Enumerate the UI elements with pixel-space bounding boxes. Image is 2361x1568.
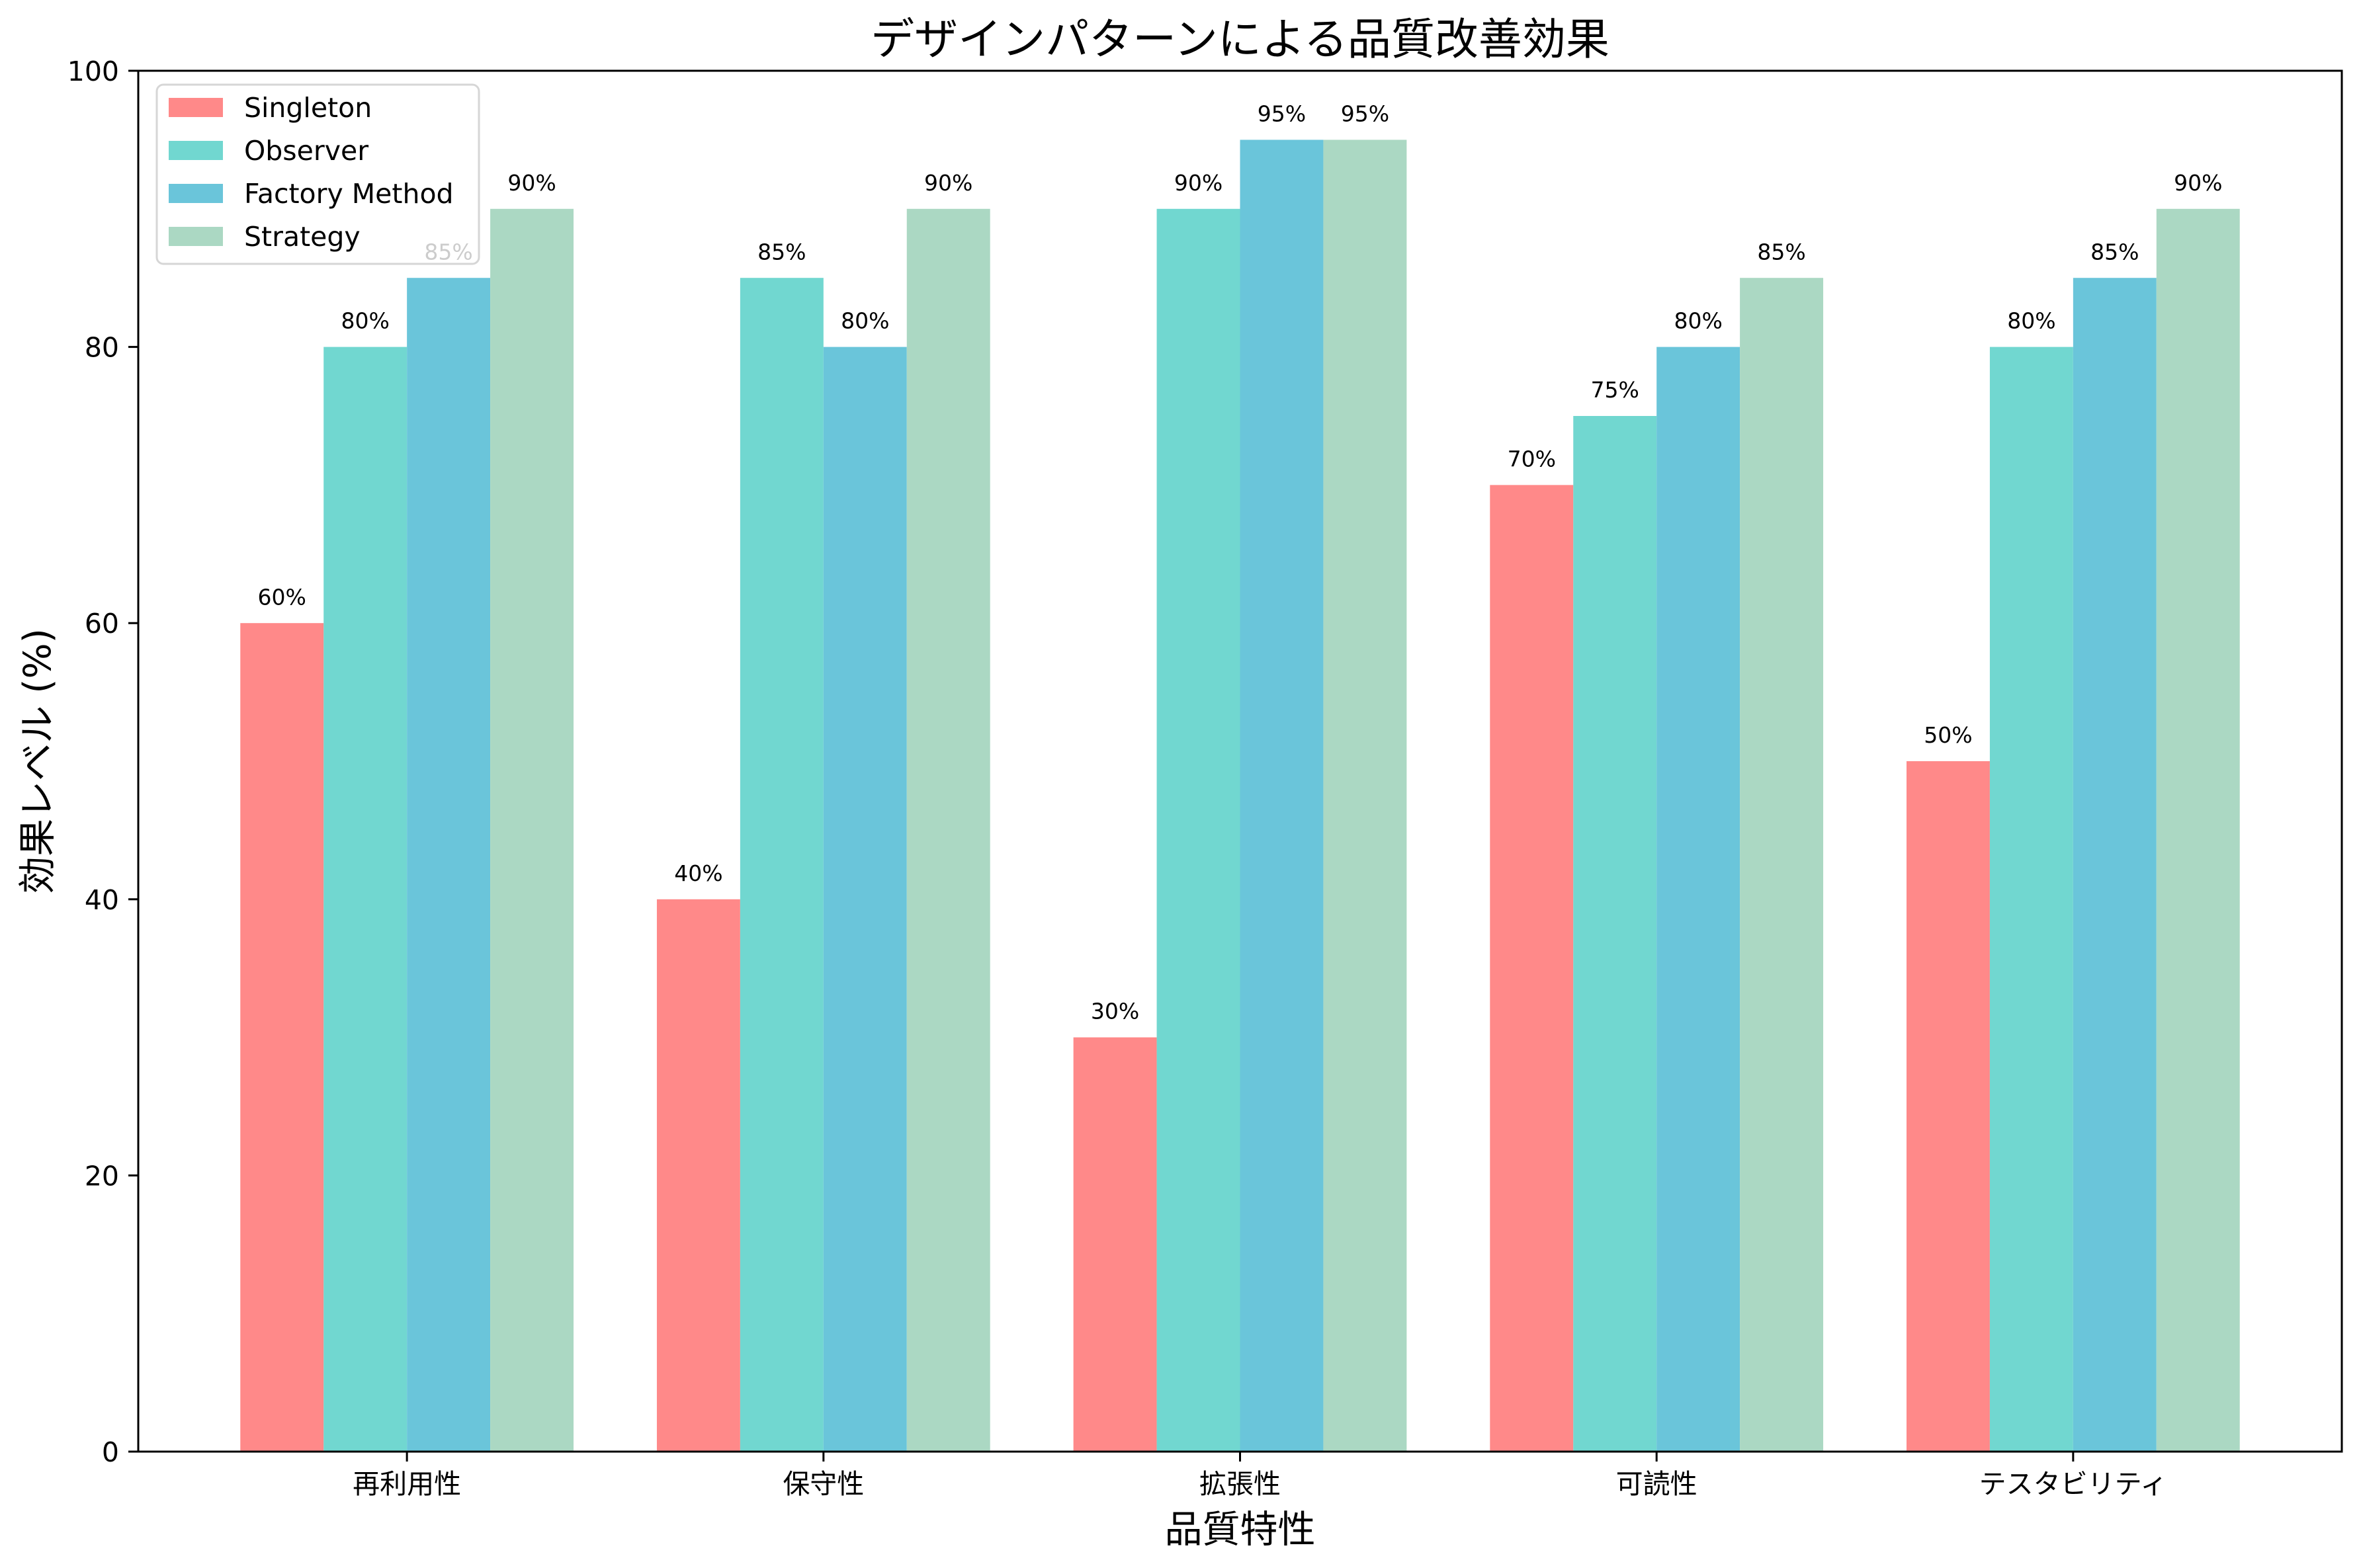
bar-observer-4 xyxy=(1989,347,2073,1452)
value-labels-layer: 60% 40% 30% 70% 50% 80% 85% 90% 75% 80% 85% 80% 95% 8… xyxy=(258,101,2223,1024)
bar-observer-2 xyxy=(1156,208,1240,1452)
x-tick-label-2: 拡張性 xyxy=(1199,1468,1281,1500)
bar-factory-method-1 xyxy=(823,347,907,1452)
axes-layer: 再利用性 保守性 拡張性 可読性 テスタビリティ 0 20 40 60 80 100 xyxy=(67,56,2167,1500)
plot-frame xyxy=(137,69,2343,1453)
bar-strategy-3 xyxy=(1740,278,1824,1452)
y-tick-label-80: 80 xyxy=(85,332,119,364)
legend-label-strategy: Strategy xyxy=(244,221,361,253)
value-label-factory-method-4: 85% xyxy=(2090,239,2139,265)
value-label-singleton-2: 30% xyxy=(1091,999,1139,1024)
y-tick-label-0: 0 xyxy=(102,1436,119,1468)
legend-swatch-singleton xyxy=(169,98,223,117)
value-label-factory-method-2: 95% xyxy=(1258,101,1306,127)
value-label-strategy-3: 85% xyxy=(1757,239,1805,265)
bar-observer-1 xyxy=(740,278,824,1452)
y-tick-label-40: 40 xyxy=(85,884,119,916)
bar-observer-3 xyxy=(1573,416,1657,1452)
legend-item-observer: Observer xyxy=(169,135,368,167)
value-label-strategy-0: 90% xyxy=(507,170,556,196)
legend-label-observer: Observer xyxy=(244,135,368,167)
value-label-strategy-4: 90% xyxy=(2174,170,2222,196)
value-label-singleton-4: 50% xyxy=(1924,722,1972,748)
value-label-singleton-0: 60% xyxy=(258,584,306,610)
legend-swatch-factory-method xyxy=(169,184,223,203)
x-tick-label-1: 保守性 xyxy=(783,1468,864,1500)
bar-factory-method-4 xyxy=(2073,278,2157,1452)
x-axis-label: 品質特性 xyxy=(1165,1508,1316,1551)
legend-label-singleton: Singleton xyxy=(244,92,372,124)
value-label-factory-method-3: 80% xyxy=(1674,308,1722,334)
value-label-observer-3: 75% xyxy=(1591,377,1639,403)
bar-singleton-0 xyxy=(240,623,324,1452)
legend-item-singleton: Singleton xyxy=(169,92,372,124)
bar-factory-method-0 xyxy=(407,278,491,1452)
x-tick-label-3: 可読性 xyxy=(1616,1468,1697,1500)
y-axis-label: 効果レベル (%) xyxy=(16,628,60,894)
bar-singleton-4 xyxy=(1906,761,1990,1452)
value-label-singleton-1: 40% xyxy=(674,860,722,886)
bar-singleton-3 xyxy=(1490,485,1574,1452)
legend-swatch-observer xyxy=(169,141,223,160)
bar-strategy-0 xyxy=(490,208,574,1452)
y-tick-label-100: 100 xyxy=(67,56,119,87)
bars-layer xyxy=(240,140,2240,1452)
bar-singleton-2 xyxy=(1073,1037,1157,1452)
value-label-observer-2: 90% xyxy=(1174,170,1223,196)
legend-frame xyxy=(155,83,480,265)
x-tick-label-0: 再利用性 xyxy=(353,1468,461,1500)
bar-factory-method-3 xyxy=(1656,347,1740,1452)
x-tick-label-4: テスタビリティ xyxy=(1979,1468,2168,1500)
legend-swatch-strategy xyxy=(169,227,223,246)
value-label-observer-0: 80% xyxy=(341,308,389,334)
bar-strategy-2 xyxy=(1323,140,1407,1452)
y-tick-label-20: 20 xyxy=(85,1160,119,1192)
bar-strategy-1 xyxy=(906,208,990,1452)
value-label-observer-4: 80% xyxy=(2007,308,2055,334)
value-label-factory-method-1: 80% xyxy=(841,308,889,334)
bar-singleton-1 xyxy=(656,899,740,1452)
legend-item-strategy: Strategy xyxy=(169,221,361,253)
bar-strategy-4 xyxy=(2156,208,2240,1452)
value-label-observer-1: 85% xyxy=(757,239,806,265)
y-tick-label-60: 60 xyxy=(85,608,119,640)
legend-item-factory-method: Factory Method xyxy=(169,178,454,210)
value-label-strategy-2: 95% xyxy=(1341,101,1389,127)
value-label-strategy-1: 90% xyxy=(924,170,972,196)
chart-title: デザインパターンによる品質改善効果 xyxy=(871,14,1610,65)
bar-observer-0 xyxy=(323,347,408,1452)
bar-factory-method-2 xyxy=(1240,140,1324,1452)
legend-label-factory-method: Factory Method xyxy=(244,178,454,210)
legend: Singleton Observer Factory Method Strate… xyxy=(155,83,480,265)
value-label-singleton-3: 70% xyxy=(1508,446,1556,472)
